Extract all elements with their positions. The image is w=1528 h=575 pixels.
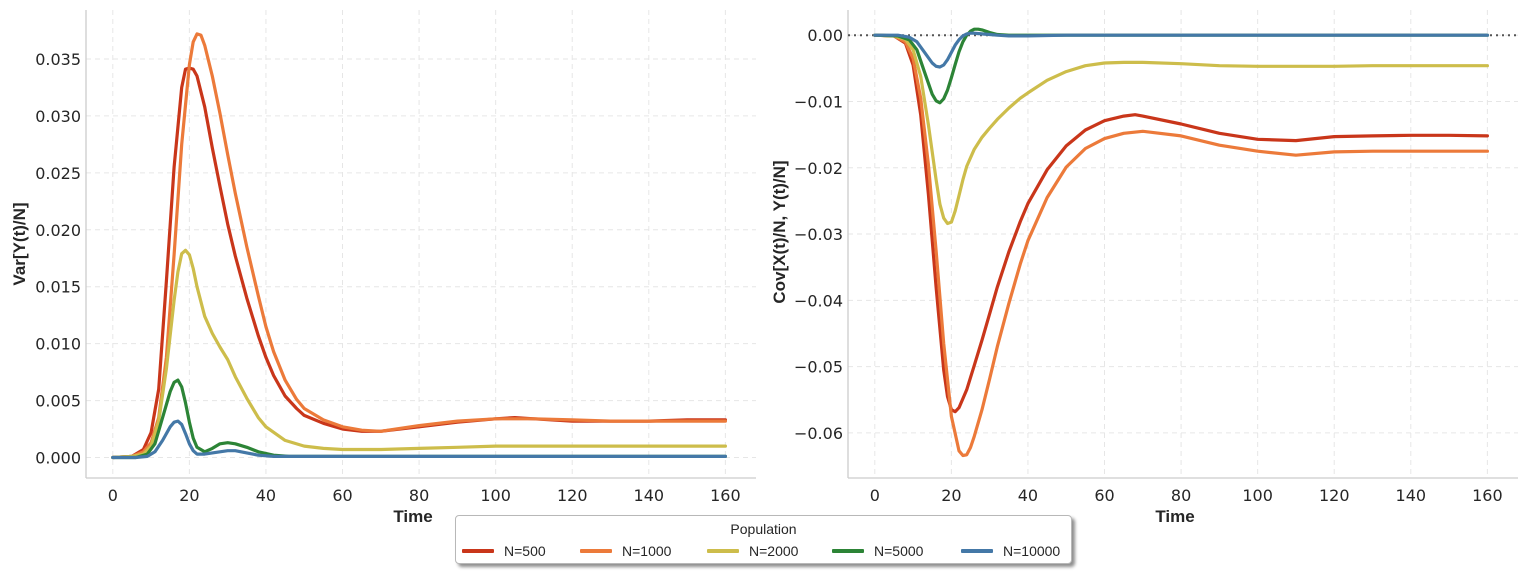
legend-label-n10000: N=10000 (1003, 543, 1061, 559)
legend-label-n5000: N=5000 (874, 543, 924, 559)
covariance-x-tick-label: 160 (1472, 486, 1503, 505)
covariance-series-line-n1000 (873, 33, 1490, 458)
variance-x-tick-label: 20 (179, 486, 199, 505)
variance-x-tick-label: 80 (409, 486, 429, 505)
covariance-plot: 0 20 40 60 80 100 120 140 160 0.00 −0.01 −0.02 −0.0… (770, 10, 1518, 526)
variance-plot-spines (85, 10, 756, 479)
variance-x-tick-label: 140 (634, 486, 665, 505)
variance-y-tick-label: 0.025 (35, 164, 81, 183)
legend-swatch-n5000 (832, 549, 864, 553)
legend-swatch-n500 (462, 549, 494, 553)
variance-x-tick-label: 120 (557, 486, 588, 505)
covariance-series-line-n2000 (873, 33, 1490, 226)
variance-y-tick-label: 0.010 (35, 335, 81, 354)
variance-y-tick-label: 0.020 (35, 221, 81, 240)
legend-label-n1000: N=1000 (622, 543, 672, 559)
covariance-plot-x-ticks: 0 20 40 60 80 100 120 140 160 (870, 486, 1503, 505)
variance-x-tick-label: 60 (332, 486, 352, 505)
legend-swatch-n10000 (961, 549, 993, 553)
legend-swatch-n1000 (580, 549, 612, 553)
covariance-x-tick-label: 140 (1396, 486, 1427, 505)
variance-plot-series (111, 32, 728, 460)
legend-label-n500: N=500 (504, 543, 546, 559)
covariance-x-tick-label: 120 (1319, 486, 1350, 505)
legend-item-n5000: N=5000 (832, 542, 923, 560)
covariance-x-tick-label: 80 (1171, 486, 1191, 505)
variance-plot-grid (86, 10, 756, 478)
covariance-plot-y-axis-label: Cov[X(t)/N, Y(t)/N] (770, 160, 789, 303)
covariance-x-tick-label: 0 (870, 486, 880, 505)
variance-series-line-n2000 (111, 248, 728, 460)
variance-plot-x-axis-label: Time (393, 507, 432, 526)
covariance-y-tick-label: 0.00 (807, 26, 843, 45)
covariance-y-tick-label: −0.04 (794, 291, 843, 310)
covariance-x-tick-label: 40 (1018, 486, 1038, 505)
variance-plot-y-ticks: 0.000 0.005 0.010 0.015 0.020 0.025 0.030 0.035 (35, 50, 81, 468)
legend-item-n10000: N=10000 (961, 542, 1060, 560)
covariance-series-line-n10000 (873, 31, 1490, 69)
legend-item-n1000: N=1000 (580, 542, 671, 560)
covariance-x-tick-label: 20 (941, 486, 961, 505)
variance-y-tick-label: 0.005 (35, 392, 81, 411)
covariance-plot-y-ticks: 0.00 −0.01 −0.02 −0.03 −0.04 −0.05 −0.06 (794, 26, 843, 443)
covariance-plot-series (873, 27, 1490, 458)
legend: Population N=500 N=1000 N=2000 N=5000 N=… (455, 515, 1072, 564)
covariance-plot-grid (848, 10, 1518, 478)
covariance-y-tick-label: −0.03 (794, 225, 843, 244)
covariance-x-tick-label: 100 (1242, 486, 1273, 505)
variance-x-tick-label: 40 (256, 486, 276, 505)
variance-x-tick-label: 0 (108, 486, 118, 505)
variance-series-line-n1000 (111, 32, 728, 460)
covariance-y-tick-label: −0.01 (794, 92, 843, 111)
variance-plot: 0 20 40 60 80 100 120 140 160 0.0000.0050.0100.0… (10, 10, 756, 526)
legend-label-n2000: N=2000 (749, 543, 799, 559)
covariance-series-line-n500 (873, 33, 1490, 414)
variance-y-tick-label: 0.015 (35, 278, 81, 297)
variance-y-tick-label: 0.030 (35, 107, 81, 126)
variance-x-tick-label: 100 (480, 486, 511, 505)
covariance-plot-x-axis-label: Time (1155, 507, 1194, 526)
variance-plot-x-ticks: 0 20 40 60 80 100 120 140 160 (108, 486, 741, 505)
covariance-plot-spines (847, 10, 1518, 479)
variance-plot-y-axis-label: Var[Y(t)/N] (10, 202, 29, 285)
covariance-y-tick-label: −0.06 (794, 424, 843, 443)
variance-y-tick-label: 0.035 (35, 50, 81, 69)
covariance-x-tick-label: 60 (1094, 486, 1114, 505)
legend-swatch-n2000 (707, 549, 739, 553)
legend-item-n2000: N=2000 (707, 542, 798, 560)
variance-x-tick-label: 160 (710, 486, 741, 505)
covariance-y-tick-label: −0.02 (794, 159, 843, 178)
variance-y-tick-label: 0.000 (35, 449, 81, 468)
legend-title: Population (730, 521, 797, 537)
covariance-y-tick-label: −0.05 (794, 358, 843, 377)
variance-series-line-n10000 (111, 419, 728, 460)
legend-item-n500: N=500 (462, 542, 546, 560)
